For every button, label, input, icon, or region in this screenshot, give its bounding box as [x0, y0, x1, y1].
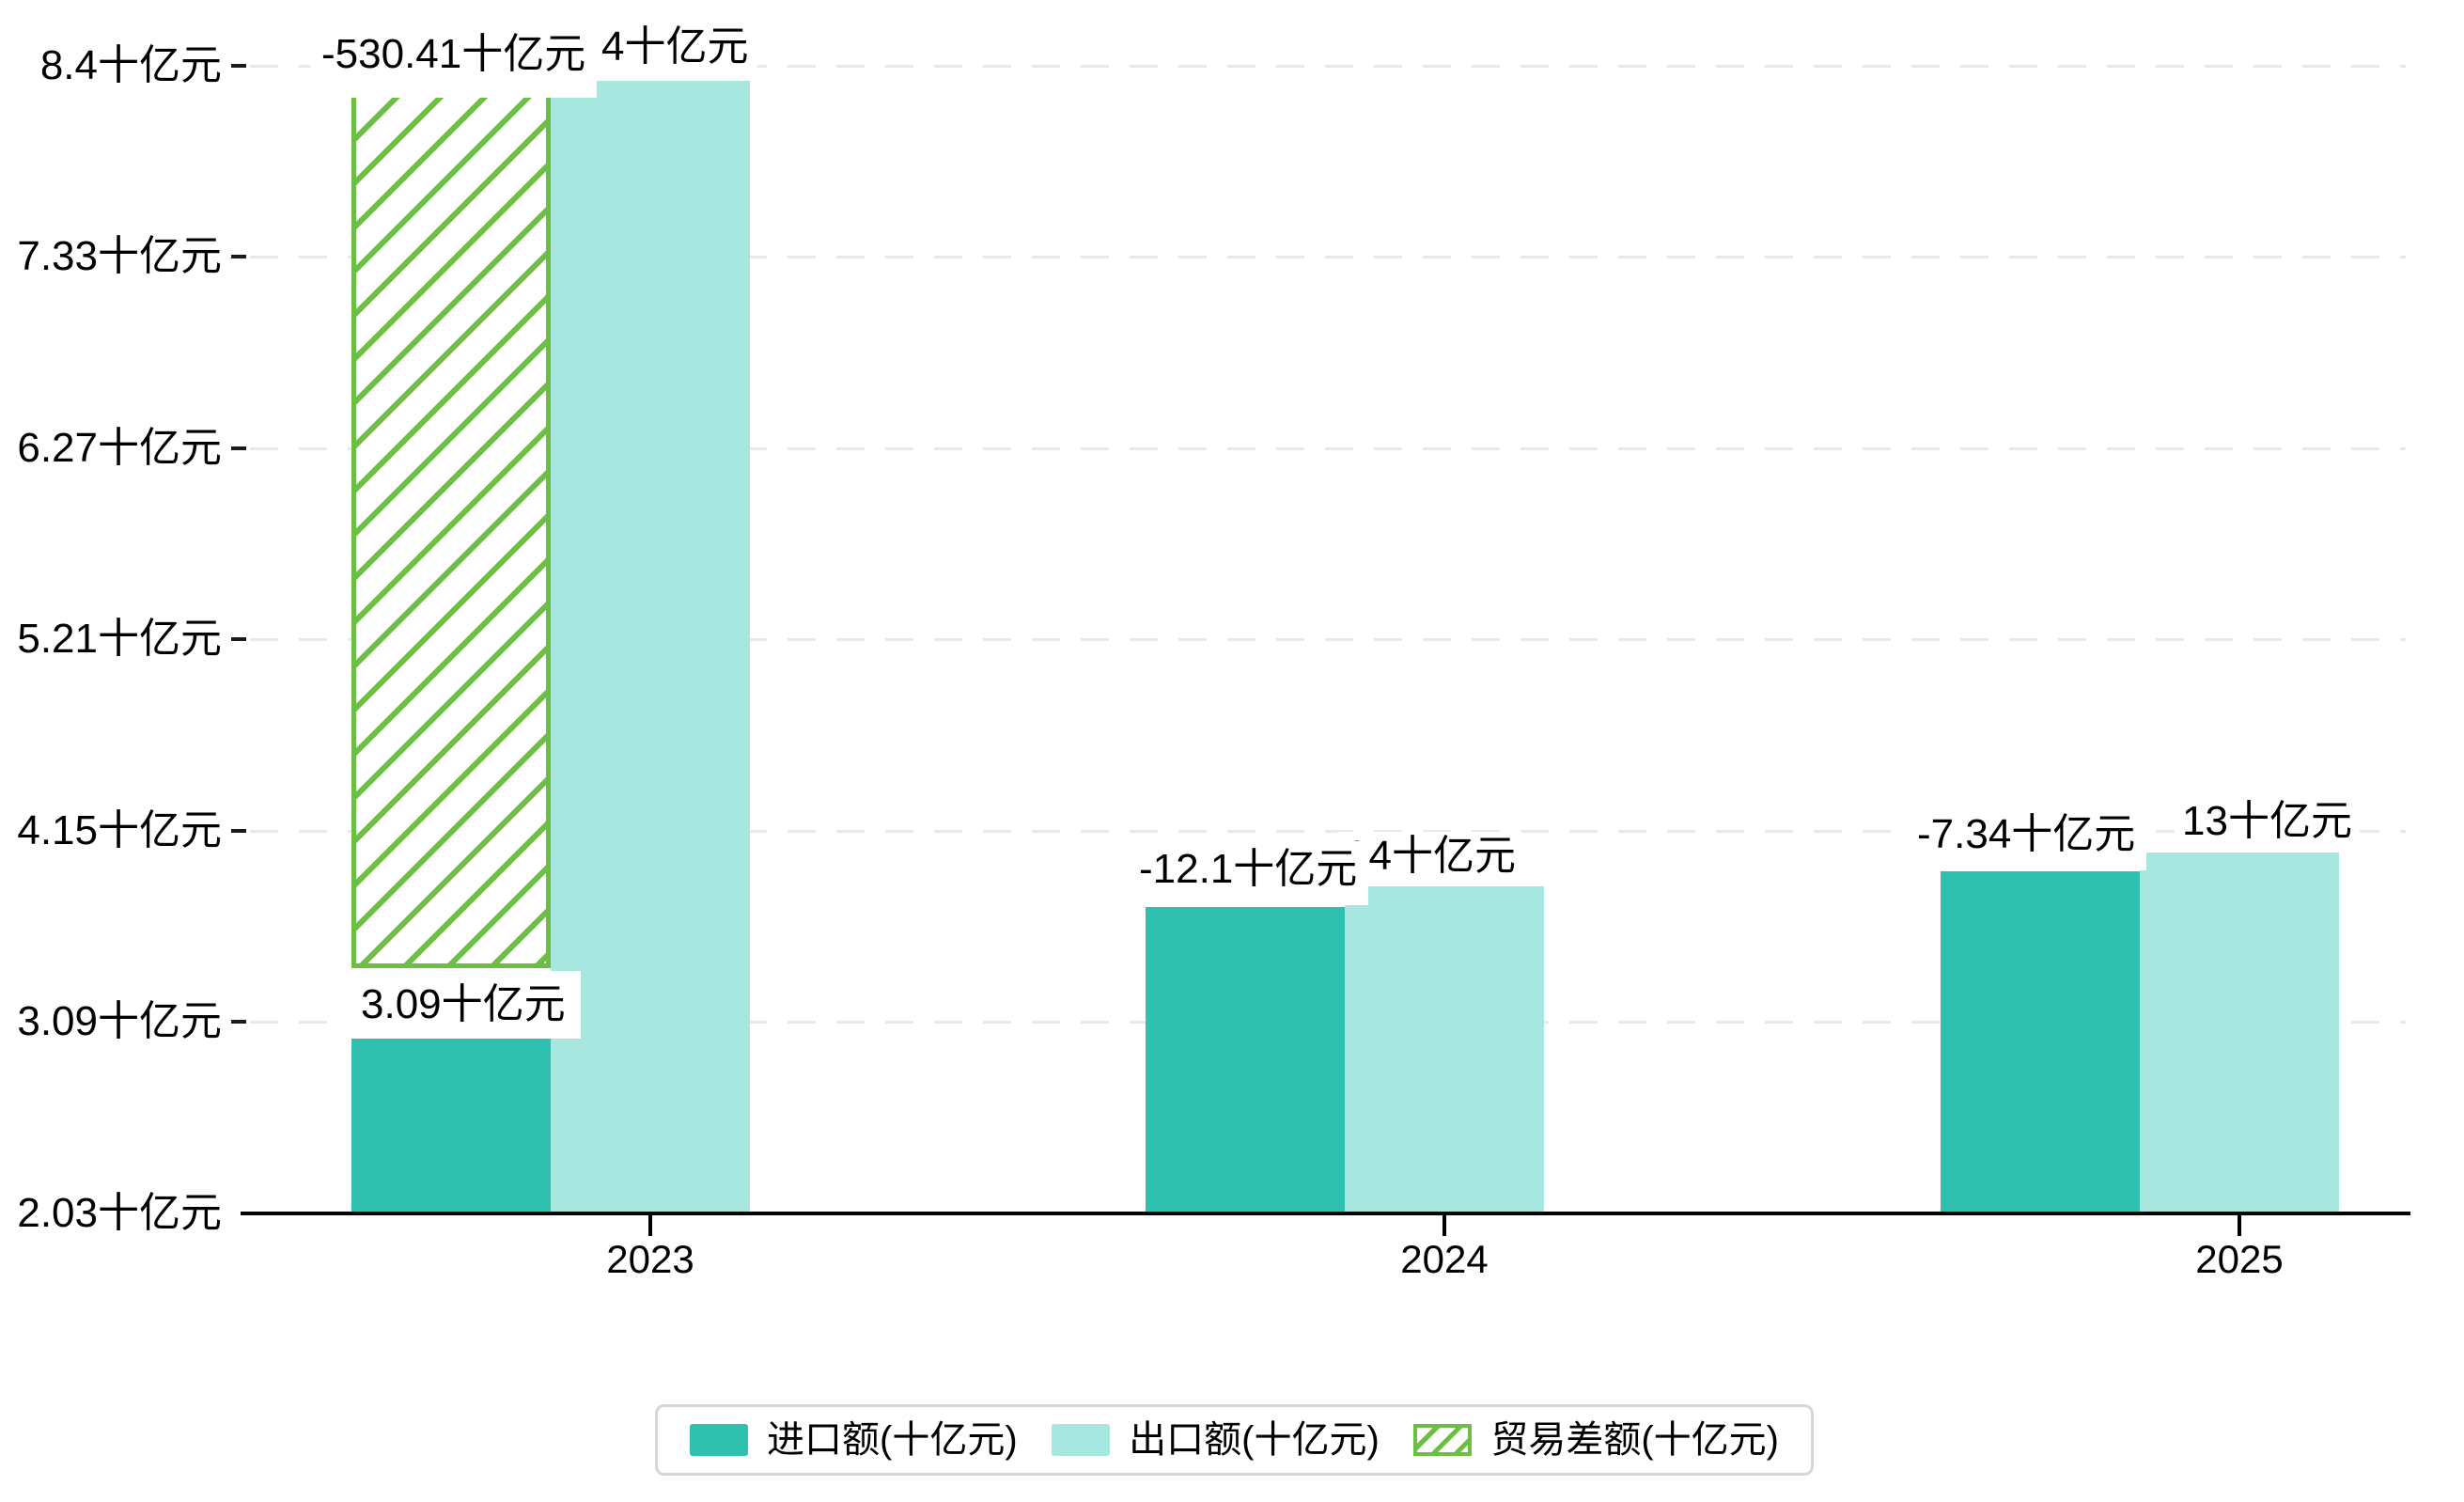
x-axis-tick-label: 2023 [606, 1237, 694, 1281]
data-label-export-2024: 94十亿元 [1338, 832, 1523, 881]
y-axis-tick [231, 1020, 246, 1024]
y-axis-tick [231, 64, 246, 68]
y-axis-tick-label: 4.15十亿元 [17, 807, 222, 853]
x-axis-line [241, 1212, 2410, 1215]
legend-label-export: 出口额(十亿元) [1129, 1419, 1380, 1461]
y-axis-tick-label: 6.27十亿元 [17, 425, 222, 471]
bar-trade-balance-2023 [351, 98, 551, 968]
x-axis-tick [1443, 1215, 1446, 1236]
bar-import-2024 [1146, 907, 1345, 1213]
data-label-export-2023: 4十亿元 [592, 21, 758, 81]
legend-label-import: 进口额(十亿元) [767, 1419, 1018, 1461]
data-label-import-2025: -7.34十亿元 [1906, 806, 2147, 870]
gridline [250, 256, 2406, 258]
x-axis-tick-label: 2024 [1400, 1237, 1489, 1281]
bar-export-2025 [2140, 853, 2339, 1213]
x-axis-tick [2238, 1215, 2241, 1236]
y-axis-tick-label: 5.21十亿元 [17, 616, 222, 662]
y-axis-tick-label: 2.03十亿元 [17, 1190, 222, 1236]
trade-balance-hatch-swatch-icon [1413, 1424, 1473, 1456]
bar-import-2023 [351, 1039, 551, 1213]
y-axis-tick-label: 8.4十亿元 [39, 42, 222, 88]
legend-label-trade-balance: 贸易差额(十亿元) [1490, 1419, 1779, 1461]
bar-export-2024 [1345, 886, 1544, 1213]
y-axis-tick [231, 637, 246, 641]
gridline [250, 65, 2406, 68]
export-swatch-icon [1052, 1424, 1111, 1456]
import-swatch-icon [690, 1424, 748, 1456]
data-label-import-2024: -12.1十亿元 [1128, 841, 1369, 905]
gridline [250, 830, 2406, 833]
bar-export-2023 [551, 80, 750, 1213]
legend: 进口额(十亿元) 出口额(十亿元) 贸易差额(十亿元) [655, 1404, 1814, 1476]
y-axis-tick-label: 3.09十亿元 [17, 998, 222, 1044]
x-axis-tick [648, 1215, 652, 1236]
y-axis-tick [231, 255, 246, 258]
y-axis-tick [231, 446, 246, 450]
data-label-import-2023: 3.09十亿元 [346, 971, 581, 1039]
bar-import-2025 [1941, 871, 2140, 1213]
gridline [250, 638, 2406, 641]
legend-item-import: 进口额(十亿元) [690, 1419, 1018, 1461]
legend-item-export: 出口额(十亿元) [1052, 1419, 1380, 1461]
data-label-trade-balance-2023: -530.41十亿元 [310, 26, 598, 98]
y-axis-tick-label: 7.33十亿元 [17, 233, 222, 279]
data-label-export-2025: 13十亿元 [2175, 797, 2360, 846]
y-axis-tick [231, 829, 246, 833]
gridline [250, 447, 2406, 450]
x-axis-tick-label: 2025 [2195, 1237, 2284, 1281]
legend-item-trade-balance: 贸易差额(十亿元) [1413, 1419, 1779, 1461]
